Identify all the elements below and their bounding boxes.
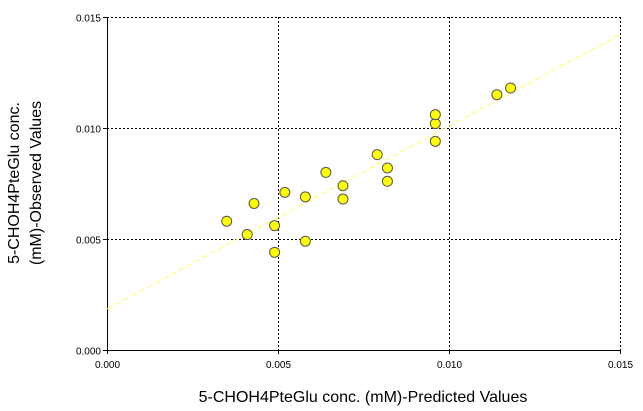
fit-line-group (106, 34, 621, 310)
y-tick-label-1: 0.005 (76, 236, 101, 247)
data-point (371, 149, 383, 161)
data-point (429, 109, 441, 121)
y-tick-label-2: 0.010 (76, 125, 101, 136)
grid-lines (107, 17, 621, 350)
fit-line (106, 34, 621, 310)
x-tick-label-0: 0.000 (95, 360, 120, 371)
data-point (337, 193, 349, 205)
x-tick-label-2: 0.010 (437, 360, 462, 371)
tick-labels: 0.000 0.005 0.010 0.015 0.000 0.005 0.010 0.015 (76, 14, 633, 372)
data-point (241, 229, 253, 241)
data-point (381, 175, 393, 187)
x-tick-label-1: 0.005 (266, 360, 291, 371)
x-axis-title: 5-CHOH4PteGlu conc. (mM)-Predicted Value… (199, 389, 528, 406)
data-point (248, 197, 260, 209)
data-point (505, 82, 517, 94)
data-point (269, 220, 281, 232)
y-tick-label-3: 0.015 (76, 14, 101, 25)
data-point (491, 89, 503, 101)
y-tick-label-0: 0.000 (76, 347, 101, 358)
y-axis-title-line-1: 5-CHOH4PteGlu conc. (6, 102, 23, 264)
data-point (320, 166, 332, 178)
data-point (279, 186, 291, 198)
y-axis-title-line-2: (mM)-Observed Values (28, 101, 45, 265)
data-point (269, 246, 281, 258)
data-point (337, 180, 349, 192)
data-points (221, 82, 517, 258)
data-point (299, 235, 311, 247)
plot-area (107, 17, 620, 350)
data-point (429, 135, 441, 147)
data-point (221, 215, 233, 227)
y-axis-title: 5-CHOH4PteGlu conc. (mM)-Observed Values (6, 101, 45, 265)
x-tick-label-3: 0.015 (608, 360, 633, 371)
axes (103, 17, 621, 354)
data-point (381, 162, 393, 174)
data-point (299, 191, 311, 203)
